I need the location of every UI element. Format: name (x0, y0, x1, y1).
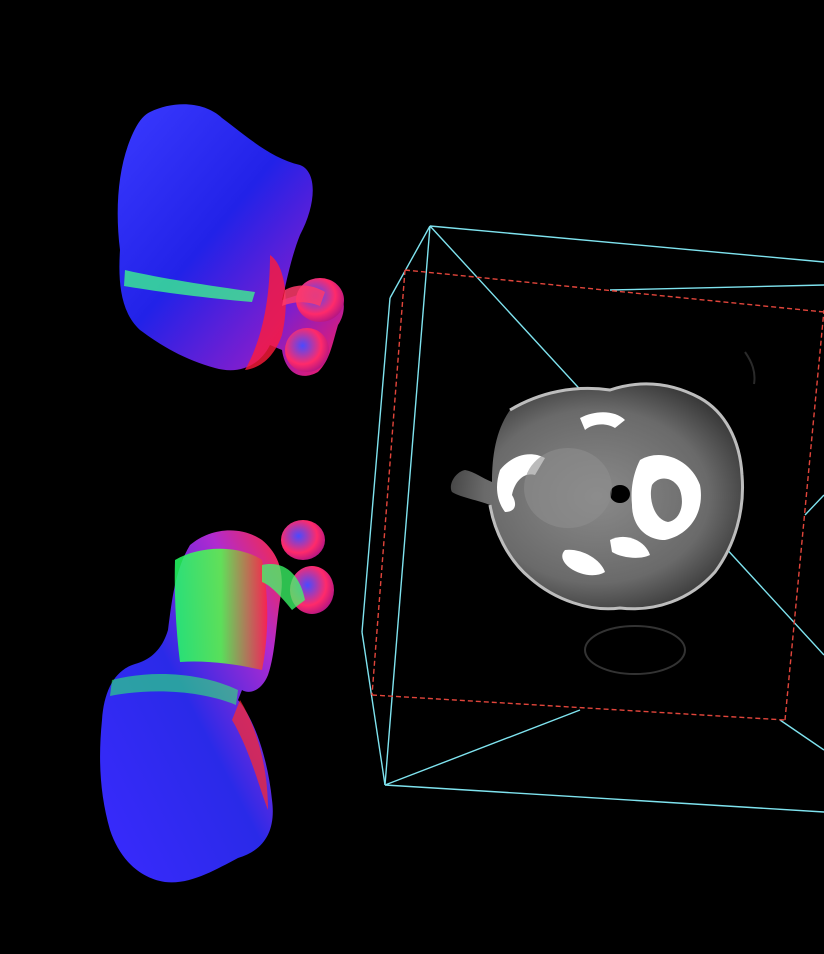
lower-mesh[interactable] (100, 520, 334, 883)
ct-slice[interactable] (450, 351, 756, 675)
upper-mesh[interactable] (117, 104, 344, 376)
